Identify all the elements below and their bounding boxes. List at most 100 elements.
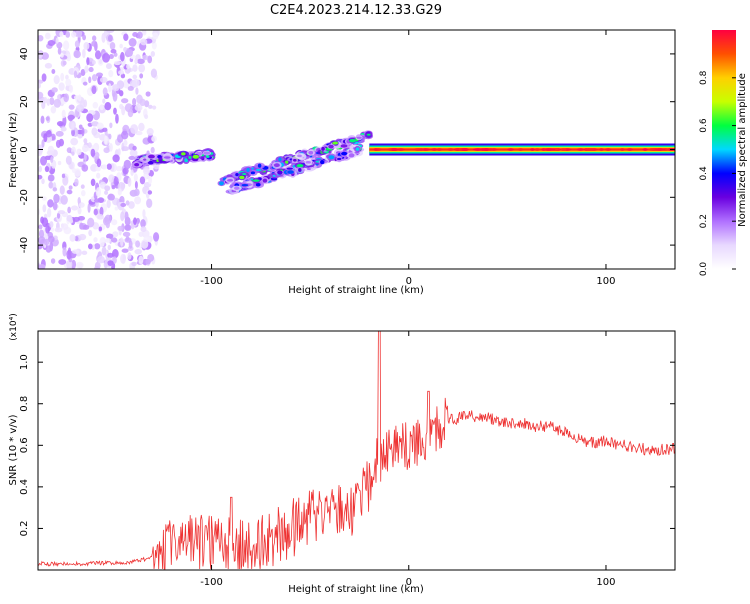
heatmap-noise-blob — [40, 156, 48, 166]
snr-ylabel: SNR (10 * v/v) — [8, 414, 19, 485]
heatmap-noise-blob — [71, 259, 77, 269]
heatmap-noise-blob — [38, 229, 45, 239]
heatmap-noise-blob — [125, 49, 134, 56]
heatmap-noise-blob — [74, 178, 79, 187]
heatmap-noise-blob — [106, 233, 113, 240]
heatmap-blob-core — [278, 157, 282, 162]
heatmap-noise-blob — [73, 50, 81, 59]
heatmap-noise-blob — [68, 84, 74, 93]
heatmap-band-peak — [534, 148, 541, 151]
heatmap-noise-blob — [53, 193, 60, 204]
colorbar-tick-label: 0.4 — [699, 166, 709, 181]
heatmap-noise-blob — [42, 204, 47, 213]
heatmap-noise-blob — [47, 199, 54, 208]
heatmap-noise-blob — [120, 202, 127, 208]
heatmap-noise-blob — [82, 34, 87, 41]
heatmap-noise-blob — [101, 164, 108, 170]
heatmap-noise-blob — [53, 235, 58, 241]
heatmap-noise-blob — [38, 208, 41, 216]
heatmap-noise-blob — [71, 249, 80, 254]
heatmap-noise-blob — [80, 68, 86, 76]
heatmap-noise-blob — [84, 65, 89, 73]
heatmap-noise-blob — [66, 260, 73, 269]
heatmap-noise-blob — [77, 94, 82, 102]
heatmap-noise-blob — [104, 190, 109, 195]
heatmap-band-peak — [599, 148, 604, 151]
heatmap-noise-blob — [138, 63, 146, 73]
heatmap-noise-blob — [133, 217, 137, 226]
heatmap-noise-blob — [61, 173, 66, 179]
heatmap-noise-blob — [65, 74, 69, 80]
heatmap-noise-blob — [142, 209, 146, 219]
heatmap-noise-blob — [66, 53, 71, 62]
heatmap-band-peak — [530, 148, 535, 151]
heatmap-noise-blob — [120, 253, 126, 264]
heatmap-noise-blob — [38, 236, 46, 244]
colorbar: 0.0 0.2 0.4 0.6 0.8 Normalized spectral ampl… — [699, 30, 748, 276]
colorbar-label: Normalized spectral amplitude — [737, 73, 748, 227]
heatmap-noise-blob — [121, 105, 126, 116]
heatmap-noise-blob — [44, 62, 53, 69]
heatmap-noise-blob — [122, 231, 131, 237]
heatmap-noise-blob — [140, 219, 146, 228]
snr-background — [38, 331, 675, 570]
heatmap-noise-blob — [108, 133, 112, 140]
snr-ytick-label: 0.2 — [19, 520, 30, 536]
heatmap-noise-blob — [127, 86, 134, 91]
spectrogram-ylabel: Frequency (Hz) — [8, 112, 19, 188]
heatmap-noise-blob — [111, 219, 118, 226]
heatmap-noise-blob — [101, 32, 106, 43]
heatmap-noise-blob — [41, 217, 49, 228]
heatmap-noise-blob — [117, 188, 122, 196]
heatmap-noise-blob — [60, 195, 68, 205]
heatmap-noise-blob — [71, 151, 75, 156]
heatmap-blob-core — [227, 178, 234, 182]
heatmap-noise-blob — [82, 144, 89, 153]
heatmap-noise-blob — [103, 147, 110, 154]
heatmap-blob-core — [203, 151, 211, 155]
heatmap-noise-blob — [92, 101, 99, 109]
heatmap-noise-blob — [76, 261, 84, 269]
heatmap-noise-blob — [58, 82, 65, 91]
heatmap-noise-blob — [98, 226, 103, 232]
heatmap-noise-blob — [47, 174, 55, 182]
heatmap-blob-core — [262, 178, 268, 183]
heatmap-noise-blob — [88, 67, 94, 73]
heatmap-noise-blob — [86, 57, 90, 66]
heatmap-blob-core — [252, 179, 260, 182]
spectrogram-panel: -100 0 100 -40 -20 0 20 40 Height of straight l… — [8, 29, 676, 296]
heatmap-noise-blob — [107, 244, 112, 251]
heatmap-noise-blob — [121, 130, 129, 140]
heatmap-noise-blob — [146, 198, 153, 209]
heatmap-noise-blob — [53, 98, 62, 108]
heatmap-noise-blob — [46, 98, 51, 106]
heatmap-noise-blob — [90, 148, 96, 157]
heatmap-noise-blob — [150, 51, 156, 57]
heatmap-noise-blob — [127, 108, 134, 118]
heatmap-noise-blob — [72, 216, 80, 222]
heatmap-noise-blob — [123, 33, 129, 42]
heatmap-noise-blob — [76, 148, 82, 156]
heatmap-noise-blob — [113, 60, 122, 66]
heatmap-noise-blob — [80, 184, 85, 189]
heatmap-noise-blob — [120, 237, 124, 247]
heatmap-noise-blob — [53, 75, 60, 85]
heatmap-noise-blob — [78, 124, 83, 130]
heatmap-noise-blob — [108, 53, 114, 60]
heatmap-blob-core — [235, 173, 239, 177]
heatmap-noise-blob — [94, 261, 101, 269]
heatmap-noise-blob — [125, 200, 130, 206]
heatmap-noise-blob — [113, 176, 119, 187]
heatmap-noise-blob — [140, 239, 149, 249]
heatmap-band-peak — [545, 148, 556, 151]
heatmap-noise-blob — [147, 55, 153, 64]
heatmap-noise-blob — [75, 30, 83, 38]
heatmap-noise-blob — [87, 142, 92, 149]
heatmap-noise-blob — [78, 202, 85, 208]
heatmap-band-peak — [482, 148, 490, 151]
snr-ytick-label: 0.6 — [19, 437, 30, 453]
heatmap-noise-blob — [66, 214, 73, 222]
heatmap-noise-blob — [44, 166, 50, 173]
snr-ytick-label: 0.4 — [19, 479, 30, 495]
heatmap-noise-blob — [120, 211, 125, 222]
